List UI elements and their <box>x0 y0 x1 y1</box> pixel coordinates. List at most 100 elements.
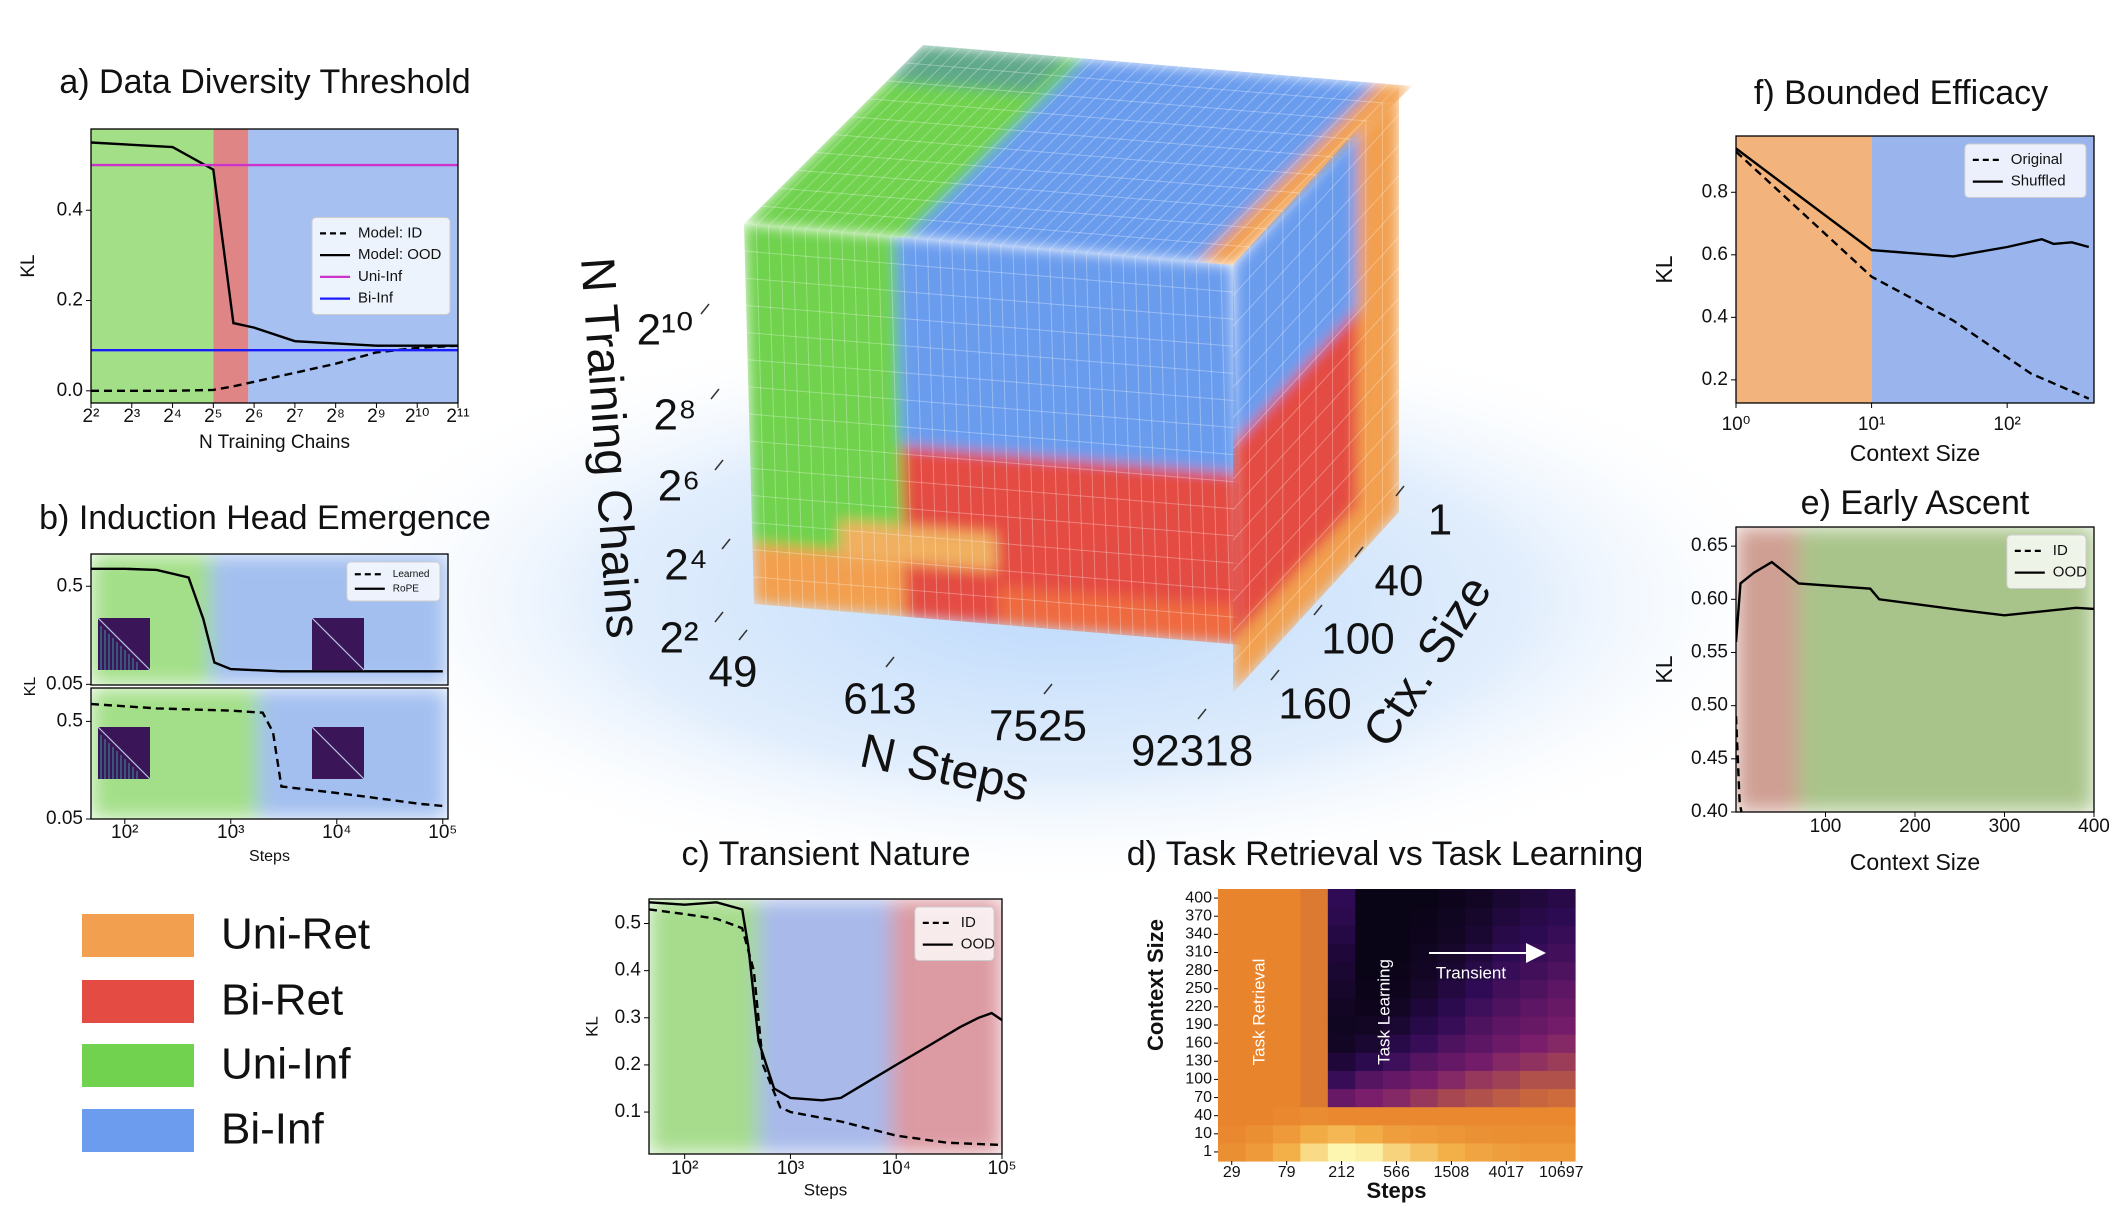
voxel-line <box>1195 82 1376 263</box>
legend-label: ID <box>2053 542 2068 559</box>
phase-region <box>752 543 906 617</box>
voxel-line <box>755 45 936 226</box>
voxel-line <box>1233 481 1399 663</box>
heatmap-cell <box>1245 943 1274 963</box>
heatmap-cell <box>1465 979 1494 999</box>
voxel-line <box>792 228 804 609</box>
x-tick-label: 300 <box>1989 816 2021 837</box>
heatmap-cell <box>1520 1124 1549 1144</box>
series-line <box>91 141 458 347</box>
voxel-line <box>833 134 1323 176</box>
y-tick-label: 0.5 <box>57 575 83 596</box>
x-tick-label: 10² <box>111 822 138 843</box>
heatmap-cell <box>1382 907 1411 926</box>
plot-area <box>91 688 448 819</box>
series-line <box>91 702 443 808</box>
heatmap-cell <box>1437 1124 1466 1144</box>
heatmap-cell <box>1245 1052 1274 1071</box>
heatmap-cell <box>1465 961 1494 981</box>
y-axis-label: KL <box>582 1016 601 1037</box>
x-tick-label: 400 <box>2078 816 2110 837</box>
legend-label: Uni-Inf <box>358 268 403 285</box>
plot-frame <box>648 898 1003 1155</box>
voxel-line <box>1233 328 1399 510</box>
heatmap-cell <box>1218 1142 1247 1162</box>
voxel-line <box>1159 79 1340 260</box>
heatmap-cell <box>1547 1088 1576 1108</box>
cube-tick-label: 100 <box>1321 615 1394 664</box>
x-tick-label: 10⁴ <box>322 822 351 843</box>
heatmap-cell <box>1382 925 1411 944</box>
heatmap-cell <box>1410 925 1439 944</box>
heatmap-cell <box>1327 925 1356 944</box>
heatmap-cell <box>1382 1034 1411 1053</box>
heatmap-cell <box>1382 997 1411 1017</box>
voxel-line <box>745 277 1235 320</box>
voxel-line <box>829 231 841 612</box>
region <box>758 899 892 1154</box>
voxel-line <box>753 576 1243 619</box>
voxel-line <box>746 304 1236 347</box>
voxel-line <box>1061 71 1242 252</box>
y-tick-label: 0.2 <box>57 290 83 311</box>
heatmap-cell <box>1492 1142 1521 1162</box>
heatmap-cell <box>1520 1015 1549 1035</box>
voxel-line <box>1061 250 1073 631</box>
heatmap-cell <box>1547 1142 1576 1162</box>
x-axis-label: Steps <box>804 1180 847 1199</box>
y-axis-label: KL <box>22 677 39 697</box>
heatmap-cell <box>1547 925 1576 944</box>
y-tick-label: 370 <box>1185 907 1212 924</box>
heatmap-cell <box>1492 1070 1521 1090</box>
x-axis-label: Context Size <box>1850 440 1980 466</box>
y-tick-label: 0.05 <box>46 808 83 829</box>
legend: ID OOD <box>914 906 995 961</box>
heatmap-cell <box>1272 1124 1301 1144</box>
heatmap-cell <box>1465 1124 1494 1144</box>
plot-frame <box>1735 135 2095 404</box>
x-tick-label: 10³ <box>217 822 244 843</box>
voxel-line <box>780 47 961 228</box>
heatmap-cell <box>1272 1070 1301 1090</box>
voxel-line <box>963 63 1144 243</box>
voxel-line <box>902 57 1083 238</box>
legend-label: ID <box>961 914 976 931</box>
heatmap-cell <box>1300 889 1329 908</box>
heatmap-cell <box>1520 1142 1549 1162</box>
heatmap-cell <box>1355 1034 1384 1053</box>
heatmap-cell <box>1272 1015 1301 1035</box>
voxel-line <box>1147 78 1327 259</box>
plot-area <box>1736 136 2094 403</box>
heatmap-cell <box>1245 997 1274 1017</box>
voxel-line <box>1233 114 1399 296</box>
series-line <box>1736 147 2090 258</box>
regions <box>91 688 448 819</box>
plot-frame <box>90 687 449 820</box>
voxel-line <box>887 80 1377 123</box>
cube-right-face <box>1233 84 1399 693</box>
chart-title: b) Induction Head Emergence <box>39 499 491 537</box>
voxel-line <box>748 386 1238 429</box>
voxel-line <box>1049 249 1061 630</box>
heatmap-cell <box>1355 1106 1384 1126</box>
phase-region <box>1233 129 1358 445</box>
heatmap-cell <box>1245 1106 1274 1126</box>
legend: ID OOD <box>2006 534 2087 589</box>
voxel-line <box>1110 254 1122 635</box>
legend-label: Model: OOD <box>358 246 442 263</box>
legend-label: Uni-Ret <box>221 910 370 959</box>
cube-tick <box>700 303 710 315</box>
chart-title: a) Data Diversity Threshold <box>59 63 470 101</box>
x-tick-label: 2⁴ <box>163 406 182 427</box>
y-tick-label: 190 <box>1185 1016 1212 1033</box>
heatmap-cell <box>1245 961 1274 981</box>
voxel-line <box>939 61 1119 241</box>
heatmap-cell <box>1410 1034 1439 1053</box>
voxel-line <box>1098 74 1278 255</box>
heatmap-cell <box>1437 1015 1466 1035</box>
attention-diagonal <box>97 617 151 671</box>
x-tick-label: 2⁵ <box>204 406 222 427</box>
heatmap-cell <box>1245 907 1274 926</box>
voxel-line <box>1036 248 1048 629</box>
y-tick-label: 0.4 <box>615 960 642 981</box>
